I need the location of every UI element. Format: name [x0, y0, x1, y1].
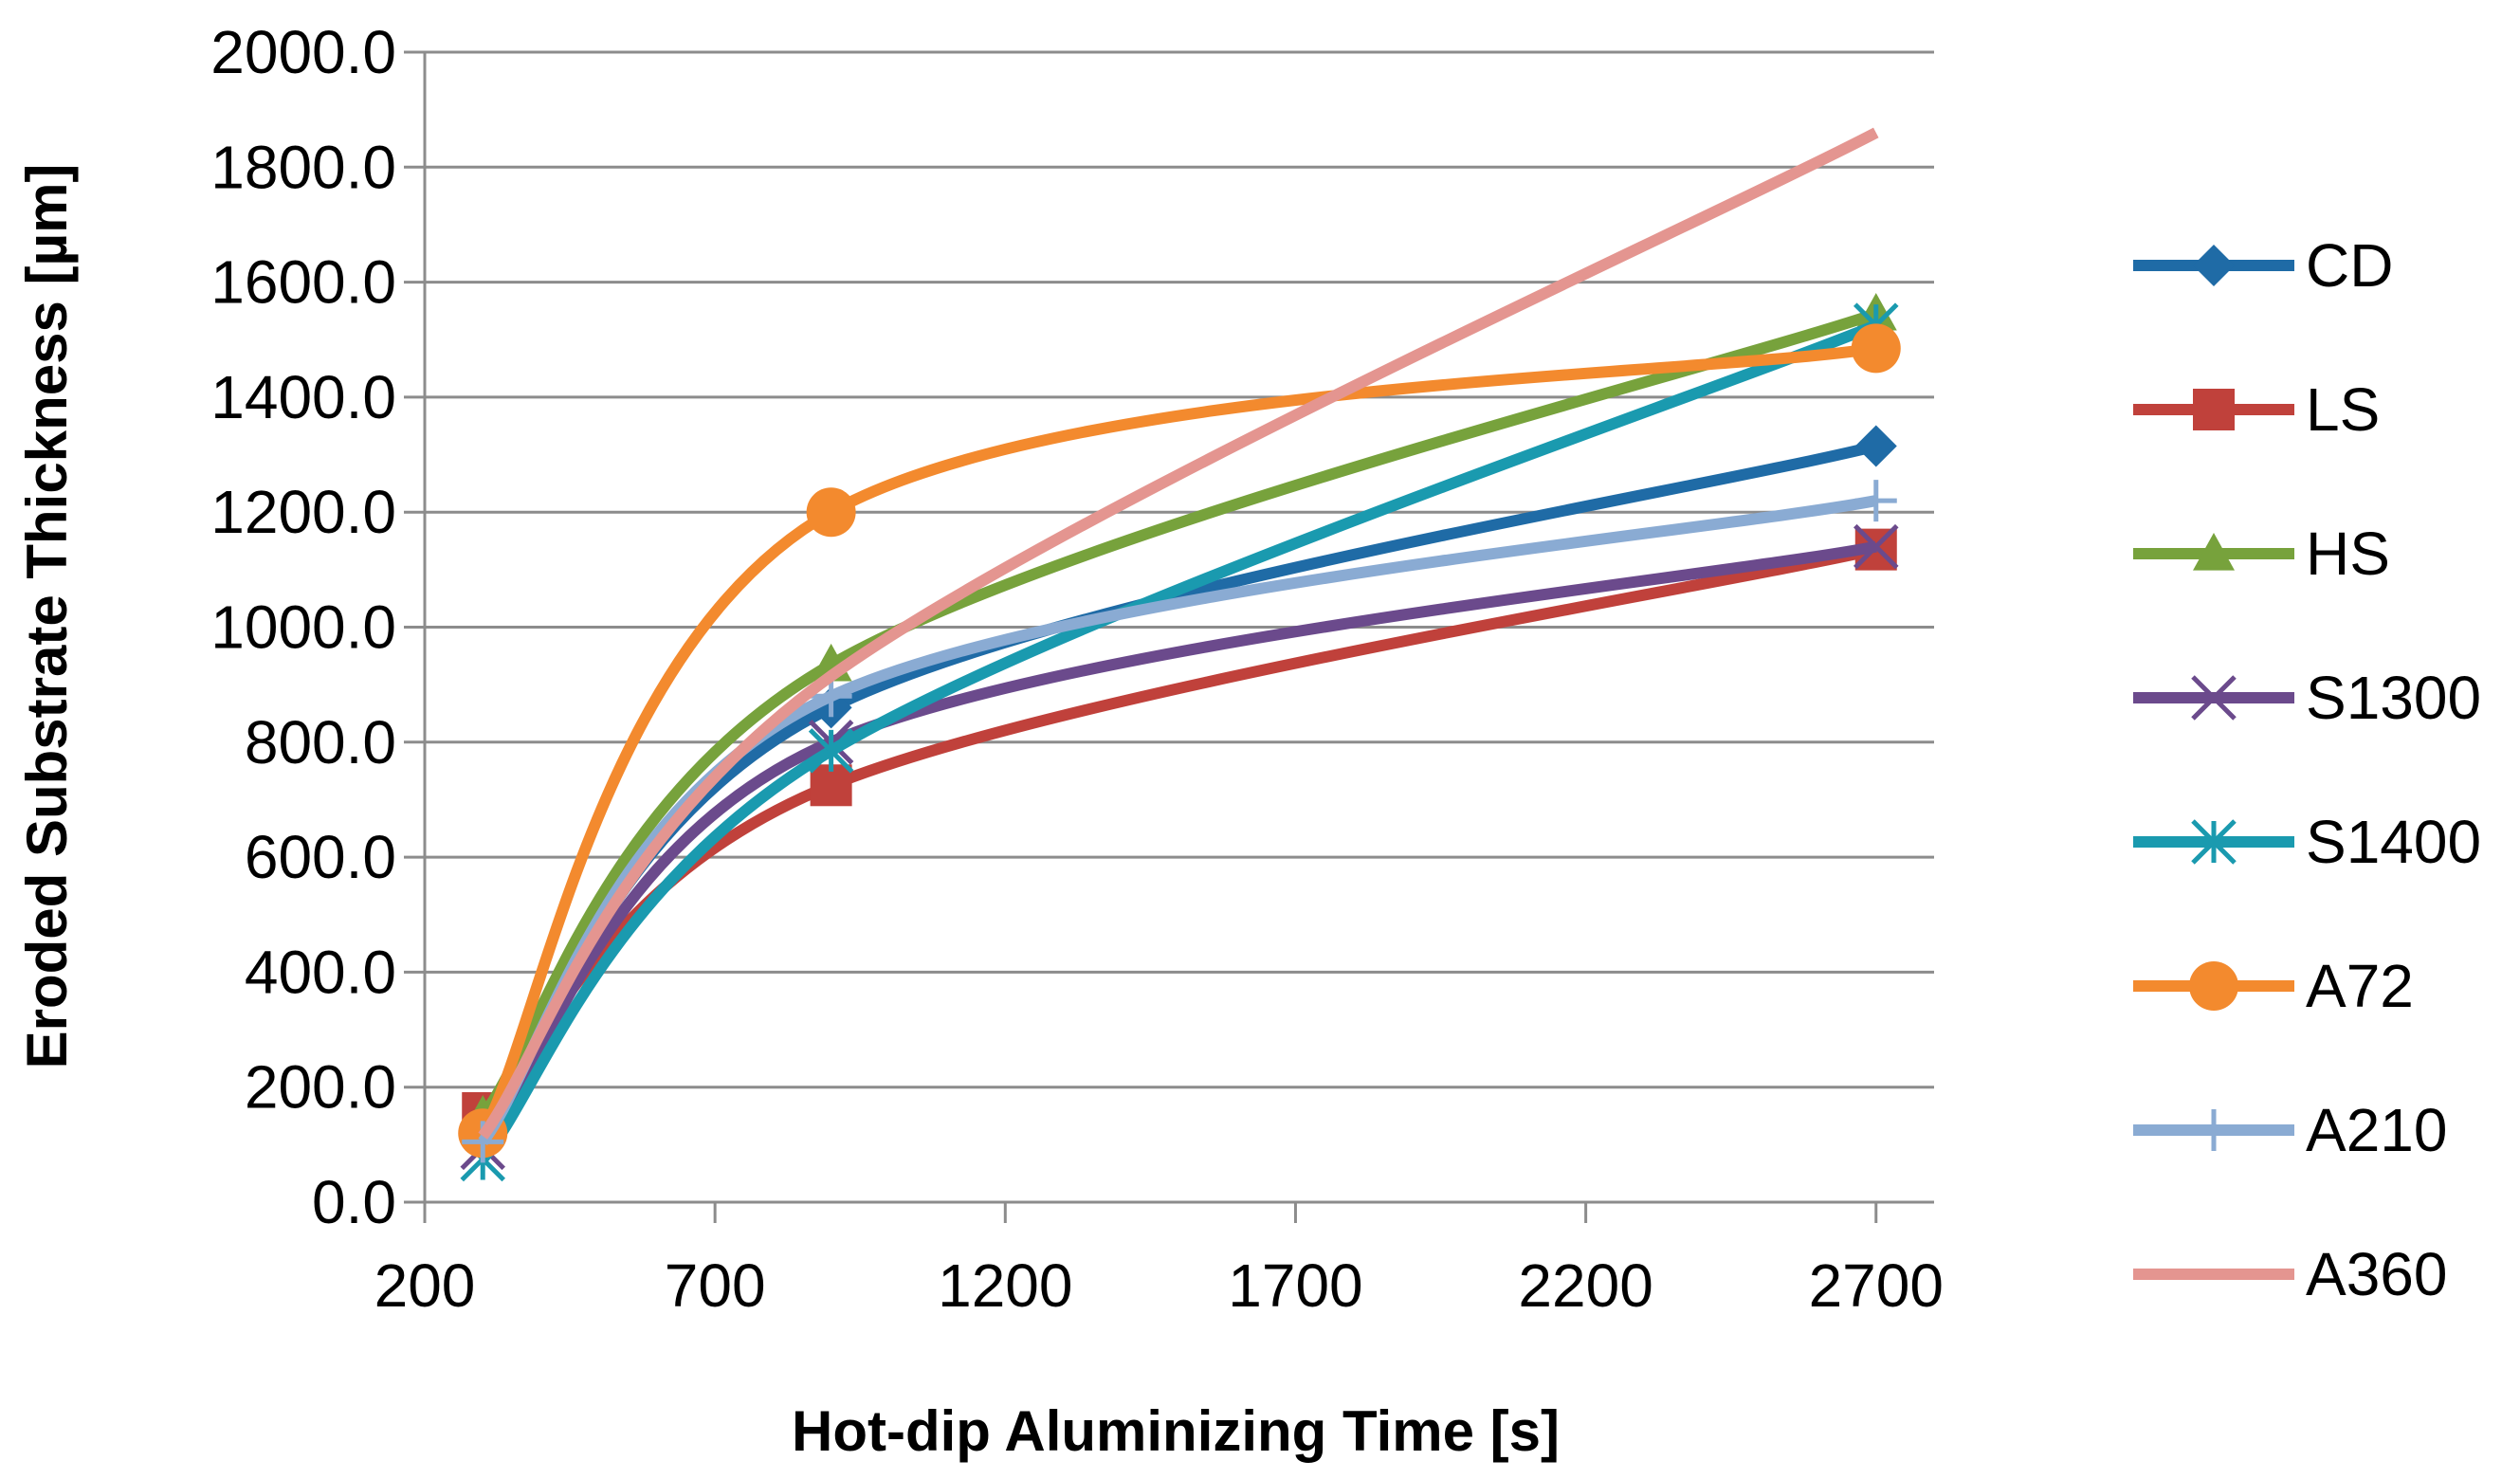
series-line-a360: [478, 127, 1879, 1140]
series-a72: [458, 323, 1901, 1159]
y-tick-label: 1600.0: [210, 248, 396, 317]
data-point-a72: [1851, 323, 1901, 374]
series-s1300: [460, 523, 1899, 1171]
y-tick-label: 0.0: [312, 1168, 396, 1236]
x-tick-label: 2200: [1518, 1251, 1653, 1320]
legend-label-cd: CD: [2306, 231, 2393, 300]
y-axis-title: Eroded Substrate Thickness [µm]: [15, 164, 79, 1069]
legend-label-a210: A210: [2306, 1096, 2447, 1164]
legend-label-ls: LS: [2306, 375, 2380, 444]
x-tick-label: 1700: [1228, 1251, 1362, 1320]
y-tick-label: 600.0: [245, 823, 396, 891]
y-tick-label: 1000.0: [210, 593, 396, 662]
legend-marker-s1300: [2191, 675, 2237, 721]
legend: CD LS HS S1300 S1400 A72 A210 A360: [2133, 231, 2481, 1308]
series-line-a72: [477, 342, 1877, 1137]
y-tick-label: 1400.0: [210, 363, 396, 431]
y-tick-label: 200.0: [245, 1053, 396, 1122]
y-tick-label: 400.0: [245, 938, 396, 1006]
y-tick-labels: 0.0 200.0 400.0 600.0 800.0 1000.0 1200.0 1400.…: [210, 18, 396, 1236]
data-point-s1300: [1853, 523, 1899, 570]
data-point-a72: [806, 487, 856, 538]
marker-stroke: [2191, 675, 2237, 721]
legend-marker-ls: [2193, 389, 2235, 430]
x-tick-label: 700: [665, 1251, 766, 1320]
legend-label-s1400: S1400: [2306, 808, 2481, 876]
legend-item-cd: CD: [2133, 231, 2393, 300]
series-line-hs: [478, 308, 1878, 1120]
marker-stroke: [1853, 523, 1899, 570]
y-tick-label: 800.0: [245, 708, 396, 776]
legend-marker-a210: [2193, 1109, 2235, 1151]
legend-item-ls: LS: [2133, 375, 2380, 444]
data-series: [458, 127, 1901, 1182]
legend-item-s1400: S1400: [2133, 808, 2481, 876]
series-line-s1300: [478, 540, 1877, 1152]
x-tick-label: 1200: [938, 1251, 1072, 1320]
data-point-s1400: [808, 728, 854, 774]
x-tick-labels: 200 700 1200 1700 2200 2700: [374, 1251, 1944, 1320]
legend-item-s1300: S1300: [2133, 664, 2481, 732]
legend-item-a360: A360: [2133, 1240, 2447, 1308]
y-tick-label: 1800.0: [210, 133, 396, 201]
legend-item-a72: A72: [2133, 952, 2414, 1020]
legend-label-s1300: S1300: [2306, 664, 2481, 732]
x-tick-label: 200: [374, 1251, 476, 1320]
y-tick-label: 2000.0: [210, 18, 396, 86]
series-a360: [478, 127, 1879, 1140]
gridlines: [425, 50, 1934, 1089]
legend-marker-a72: [2189, 961, 2238, 1011]
legend-marker-cd: [2193, 245, 2235, 286]
legend-label-hs: HS: [2306, 520, 2390, 588]
data-point-cd: [1854, 425, 1897, 467]
x-axis-title: Hot-dip Aluminizing Time [s]: [792, 1399, 1560, 1463]
data-point-a210: [1854, 480, 1897, 522]
axes: [404, 50, 1934, 1223]
legend-item-a210: A210: [2133, 1096, 2447, 1164]
legend-marker-s1400: [2191, 819, 2237, 865]
y-tick-label: 1200.0: [210, 478, 396, 546]
series-line-s1400: [478, 320, 1879, 1163]
legend-label-a72: A72: [2306, 952, 2414, 1020]
legend-label-a360: A360: [2306, 1240, 2447, 1308]
x-tick-label: 2700: [1809, 1251, 1944, 1320]
legend-marker-hs: [2193, 533, 2235, 571]
legend-item-hs: HS: [2133, 520, 2390, 588]
